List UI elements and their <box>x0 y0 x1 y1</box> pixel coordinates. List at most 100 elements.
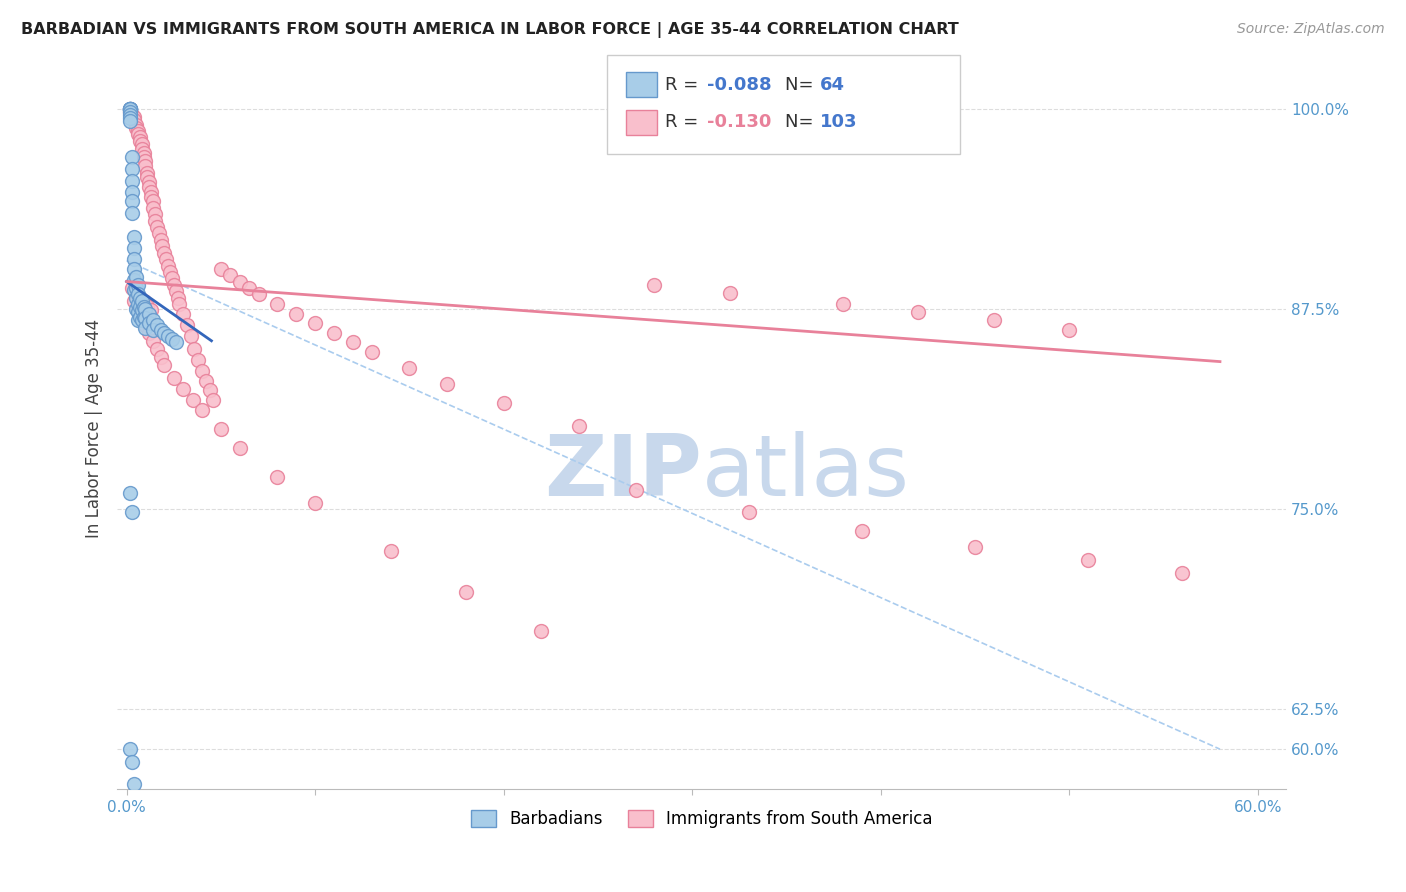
Point <box>131 303 153 318</box>
Point <box>159 265 181 279</box>
Point <box>228 275 250 289</box>
Point <box>1171 566 1194 580</box>
Point <box>128 300 150 314</box>
Point <box>149 350 172 364</box>
Text: -0.088: -0.088 <box>707 76 772 94</box>
Point <box>121 505 143 519</box>
Point <box>127 127 149 141</box>
Text: BARBADIAN VS IMMIGRANTS FROM SOUTH AMERICA IN LABOR FORCE | AGE 35-44 CORRELATIO: BARBADIAN VS IMMIGRANTS FROM SOUTH AMERI… <box>21 22 959 38</box>
Point <box>983 313 1005 327</box>
Point <box>136 299 159 313</box>
Point <box>142 334 165 348</box>
Point <box>134 301 156 316</box>
Point <box>128 291 150 305</box>
Point <box>492 396 515 410</box>
Point <box>851 524 873 539</box>
Point <box>165 335 187 350</box>
Point <box>121 185 143 199</box>
Point <box>143 213 166 227</box>
Point <box>121 150 143 164</box>
Point <box>1057 322 1080 336</box>
Point <box>176 318 198 332</box>
Point <box>139 185 162 199</box>
Point <box>198 384 221 398</box>
Point <box>128 134 150 148</box>
Point <box>194 374 217 388</box>
Point <box>121 755 143 769</box>
Point <box>128 310 150 324</box>
Point <box>219 268 242 282</box>
Point <box>120 486 142 500</box>
Point <box>120 102 142 116</box>
Point <box>169 297 191 311</box>
Point <box>121 108 143 122</box>
Point <box>166 291 188 305</box>
Point <box>125 291 148 305</box>
Point <box>136 170 159 185</box>
Point <box>138 316 160 330</box>
Point <box>181 392 204 407</box>
Point <box>568 418 591 433</box>
Point <box>436 377 458 392</box>
Point <box>624 483 647 497</box>
Point <box>127 277 149 292</box>
Point <box>153 358 176 372</box>
Point <box>122 261 145 276</box>
Point <box>172 382 194 396</box>
Point <box>643 277 665 292</box>
Point <box>380 543 402 558</box>
Point <box>238 281 260 295</box>
Point <box>120 104 142 119</box>
Point <box>146 342 169 356</box>
Text: Source: ZipAtlas.com: Source: ZipAtlas.com <box>1237 22 1385 37</box>
Point <box>163 370 186 384</box>
Point <box>132 310 155 324</box>
Point <box>127 287 149 301</box>
Point <box>120 102 142 116</box>
Point <box>142 201 165 215</box>
Point <box>963 541 986 555</box>
Point <box>122 252 145 266</box>
Point <box>128 130 150 145</box>
Point <box>125 285 148 300</box>
Point <box>122 273 145 287</box>
Point <box>165 284 187 298</box>
Point <box>342 335 364 350</box>
Point <box>134 154 156 169</box>
Point <box>121 173 143 187</box>
Point <box>127 313 149 327</box>
Point <box>149 233 172 247</box>
Point <box>138 307 160 321</box>
Point <box>120 102 142 116</box>
Point <box>163 277 186 292</box>
Point <box>191 364 214 378</box>
Point <box>125 301 148 316</box>
Point <box>127 305 149 319</box>
Y-axis label: In Labor Force | Age 35-44: In Labor Force | Age 35-44 <box>86 319 103 539</box>
Point <box>153 326 176 340</box>
Point <box>122 112 145 127</box>
Point <box>131 310 153 324</box>
Point <box>122 241 145 255</box>
Point <box>120 111 142 125</box>
Point <box>134 159 156 173</box>
Point <box>323 326 346 340</box>
Point <box>127 798 149 813</box>
Point <box>121 194 143 209</box>
Point <box>125 118 148 132</box>
Point <box>183 342 205 356</box>
Point <box>132 146 155 161</box>
Point <box>153 245 176 260</box>
Point <box>1077 553 1099 567</box>
Point <box>146 318 169 332</box>
Point <box>266 297 288 311</box>
Point <box>304 495 326 509</box>
Point <box>148 227 170 241</box>
Point <box>832 297 855 311</box>
Text: R =: R = <box>665 113 704 131</box>
Point <box>120 102 142 116</box>
Point <box>157 259 180 273</box>
Point <box>120 102 142 116</box>
Point <box>122 777 145 791</box>
Point <box>738 505 761 519</box>
